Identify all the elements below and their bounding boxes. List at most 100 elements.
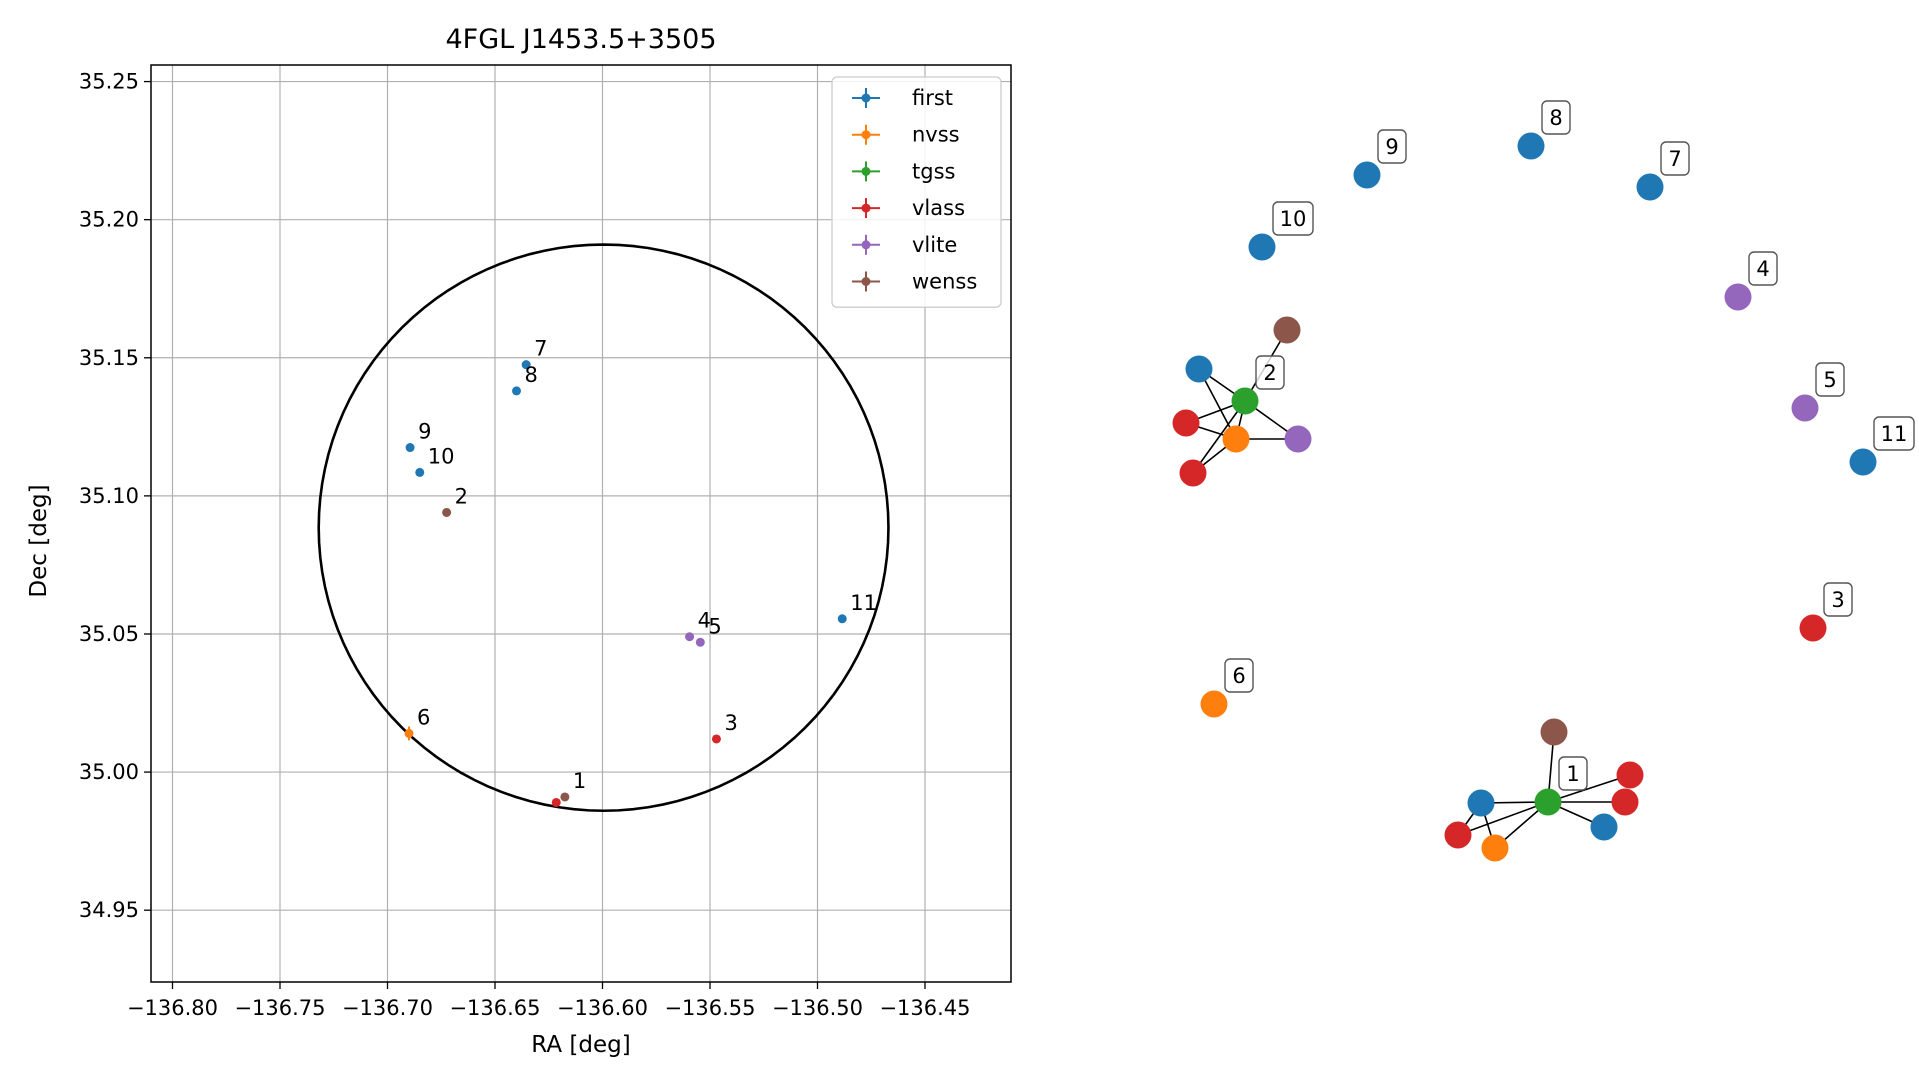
graph-node-first [1636,173,1664,201]
x-axis-ticks: −136.80 −136.75 −136.70 −136.65 −136.60 −136.… [127,982,971,1020]
localization-circle [317,243,890,813]
graph-node-label: 1 [1566,762,1579,786]
legend-marker [861,277,871,286]
graph-node-first [1517,132,1545,160]
graph-edge [1192,400,1246,474]
point-label: 10 [428,444,455,468]
graph-node-label: 2 [1263,361,1276,385]
graph-node-label: 5 [1823,368,1836,392]
x-tick-label: −136.70 [342,996,433,1020]
point-first [837,614,847,624]
point-vlass [711,734,721,744]
point-label: 8 [525,363,538,387]
graph-node-nvss [1222,425,1250,453]
legend-entry: vlite [852,233,957,257]
label-box [1272,201,1314,236]
graph-node-label: 3 [1831,588,1844,612]
graph-label-box: 10 [1272,201,1314,236]
graph-label-box: 8 [1541,100,1571,135]
graph-label-box: 6 [1224,658,1254,693]
legend-marker [861,240,871,250]
label-box [1224,658,1254,693]
legend-entry: first [852,86,953,110]
legend-entry: wenss [852,270,977,294]
graph-node-label: 4 [1756,257,1769,281]
label-box [1823,582,1853,617]
point-vlite [695,637,705,647]
graph-node-label: 7 [1668,147,1681,171]
graph-node-vlass [1444,821,1472,849]
label-box [1255,355,1285,390]
x-tick-label: −136.65 [449,996,540,1020]
point-vlass [551,797,561,807]
graph-node-wenss [1273,316,1301,344]
y-tick-label: 35.10 [79,484,139,508]
point-vlite [685,632,695,642]
point-label: 9 [418,420,431,444]
graph-node-first [1467,789,1495,817]
point-label: 11 [850,591,877,615]
y-tick-label: 35.05 [79,622,139,646]
legend-label: nvss [912,123,960,147]
graph-label-box: 11 [1873,416,1915,451]
graph-node-nvss [1481,834,1509,862]
graph-label-box: 9 [1377,129,1407,164]
network-graph: 1 2 3 4 5 6 7 8 9 10 11 [1172,100,1915,862]
label-box [1377,129,1407,164]
point-nvss [404,728,414,738]
graph-label-box: 2 [1255,355,1285,390]
x-tick-label: −136.50 [772,996,863,1020]
point-first [415,467,425,477]
x-tick-label: −136.55 [664,996,755,1020]
graph-label-box: 3 [1823,582,1853,617]
point-label: 3 [724,711,737,735]
graph-label-box: 4 [1748,251,1778,286]
point-wenss [560,792,570,802]
point-first [405,443,415,453]
label-box [1558,756,1588,791]
graph-node-vlite [1724,283,1752,311]
x-tick-label: −136.80 [127,996,218,1020]
graph-node-vlite [1284,425,1312,453]
legend-label: vlite [912,233,957,257]
graph-edge [1547,774,1631,803]
point-first [512,386,521,396]
label-box [1873,416,1915,451]
point-label: 4 [698,609,711,633]
graph-node-wenss [1540,718,1568,746]
graph-node-label: 10 [1280,207,1307,231]
graph-node-tgss [1231,387,1259,415]
point-label: 6 [417,705,430,729]
x-axis-label: RA [deg] [531,1032,630,1058]
point-label: 1 [573,769,586,793]
graph-node-label: 11 [1881,422,1908,446]
x-tick-label: −136.75 [234,996,325,1020]
legend-label: wenss [912,270,977,294]
graph-node-label: 8 [1549,106,1562,130]
chart-title: 4FGL J1453.5+3505 [445,24,716,55]
legend-marker [861,93,871,103]
label-box [1660,141,1690,176]
label-box [1541,100,1571,135]
point-label: 5 [708,614,721,638]
graph-node-tgss [1534,788,1562,816]
label-box [1815,362,1845,397]
y-tick-label: 35.15 [79,346,139,370]
x-tick-label: −136.45 [879,996,970,1020]
source-points [404,360,847,807]
y-axis-ticks: 34.95 35.00 35.05 35.10 35.15 35.20 35.25 [79,70,151,922]
region-circle [317,243,890,813]
graph-node-first [1590,813,1618,841]
graph-node-label: 9 [1385,135,1398,159]
point-label: 2 [455,484,468,508]
y-axis-label: Dec [deg] [26,484,52,597]
graph-label-box: 5 [1815,362,1845,397]
x-tick-label: −136.60 [557,996,648,1020]
graph-label-box: 7 [1660,141,1690,176]
legend: first nvss tgss vlass vlite wenss [831,76,1002,308]
graph-node-vlass [1179,459,1207,487]
graph-edge [1457,801,1549,836]
legend-marker [861,130,871,140]
